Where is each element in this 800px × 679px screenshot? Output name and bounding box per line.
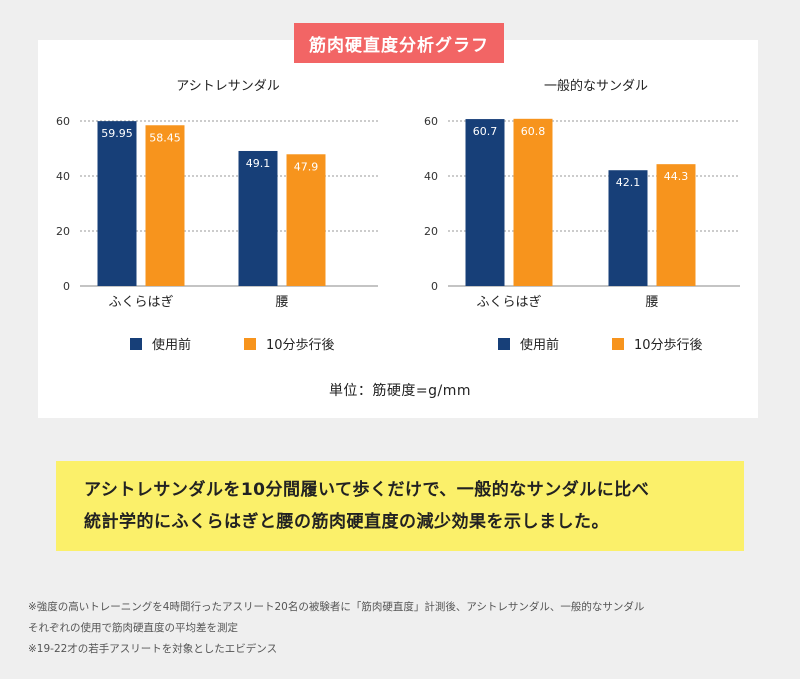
- bar: [145, 125, 185, 286]
- chart-title: 一般的なサンダル: [544, 78, 648, 94]
- unit-label: 単位：筋硬度=g/mm: [328, 383, 472, 399]
- legend-swatch-before: [130, 337, 142, 350]
- conclusion-line-1: アシトレサンダルを10分間履いて歩くだけで、一般的なサンダルに比べ: [84, 480, 650, 500]
- bar-data-label: 49.1: [246, 157, 271, 170]
- y-tick-label: 20: [424, 225, 438, 238]
- y-tick-label: 60: [56, 115, 70, 128]
- legend-label-after: 10分歩行後: [266, 338, 335, 353]
- legend-before-right: 使用前: [498, 334, 559, 353]
- y-tick-label: 40: [56, 170, 70, 183]
- legend-label-before: 使用前: [152, 338, 192, 353]
- bar-data-label: 60.7: [473, 125, 498, 138]
- x-category-label: 腰: [645, 295, 658, 310]
- footnote-1: ※強度の高いトレーニングを4時間行ったアスリート20名の被験者に「筋肉硬直度」計…: [28, 601, 645, 613]
- bar-data-label: 42.1: [616, 176, 641, 189]
- y-tick-label: 20: [56, 225, 70, 238]
- bar: [238, 150, 278, 286]
- footnotes: ※強度の高いトレーニングを4時間行ったアスリート20名の被験者に「筋肉硬直度」計…: [28, 597, 788, 660]
- footnote-2: それぞれの使用で筋肉硬直度の平均差を測定: [28, 622, 238, 634]
- legend-before-left: 使用前: [130, 334, 191, 353]
- bar: [608, 170, 648, 286]
- chart-title: アシトレサンダル: [176, 79, 279, 94]
- conclusion-box: アシトレサンダルを10分間履いて歩くだけで、一般的なサンダルに比べ 統計学的にふ…: [56, 461, 744, 551]
- x-category-label: ふくらはぎ: [476, 295, 541, 310]
- y-tick-label: 60: [424, 115, 438, 128]
- bar-data-label: 47.9: [294, 160, 319, 173]
- y-tick-label: 0: [431, 280, 438, 293]
- page-title: 筋肉硬直度分析グラフ: [294, 23, 504, 63]
- legend-after-right: 10分歩行後: [612, 334, 703, 353]
- footnote-3: ※19-22才の若手アスリートを対象としたエビデンス: [28, 643, 278, 655]
- y-tick-label: 0: [63, 280, 70, 293]
- bar: [286, 154, 326, 286]
- legend-label-before: 使用前: [520, 338, 560, 353]
- bar: [656, 164, 696, 286]
- conclusion-line-2: 統計学的にふくらはぎと腰の筋肉硬直度の減少効果を示しました。: [84, 512, 609, 532]
- x-category-label: ふくらはぎ: [108, 295, 173, 310]
- bar-data-label: 59.95: [101, 127, 133, 140]
- y-tick-label: 40: [424, 170, 438, 183]
- bar: [97, 121, 137, 286]
- bar: [513, 118, 553, 286]
- x-category-label: 腰: [275, 295, 288, 310]
- bar-data-label: 44.3: [664, 170, 689, 183]
- legend-after-left: 10分歩行後: [244, 334, 335, 353]
- bar: [465, 119, 505, 286]
- legend-swatch-before: [498, 337, 510, 350]
- bar-data-label: 58.45: [149, 131, 181, 144]
- legend-swatch-after: [244, 337, 256, 350]
- legend-swatch-after: [612, 337, 624, 350]
- legend-label-after: 10分歩行後: [634, 338, 703, 353]
- bar-data-label: 60.8: [521, 125, 546, 138]
